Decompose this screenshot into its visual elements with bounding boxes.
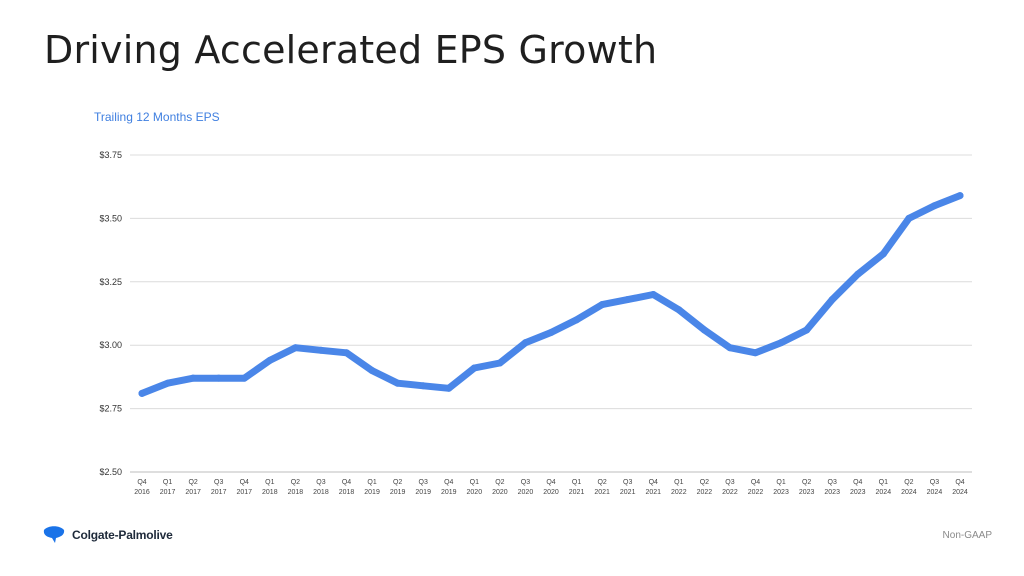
x-tick-label: Q1 2022 — [671, 479, 687, 496]
x-tick-label: Q2 2017 — [185, 479, 201, 496]
x-tick-label: Q4 2023 — [850, 479, 866, 496]
x-axis-tick-labels: Q4 2016 Q1 2017 Q2 2017 Q3 2017 Q4 2017 Q1 2018 Q2 20… — [134, 479, 968, 496]
x-tick-label: Q3 2019 — [415, 479, 431, 496]
x-tick-label: Q3 2018 — [313, 479, 329, 496]
y-tick-label: $3.50 — [99, 213, 122, 223]
data-point — [573, 316, 581, 324]
eps-series — [138, 192, 964, 397]
data-point — [138, 389, 146, 397]
data-point — [164, 379, 172, 387]
data-point — [445, 384, 453, 392]
y-axis-tick-labels: $2.50 $2.75 $3.00 $3.25 $3.50 $3.75 — [99, 150, 122, 477]
y-tick-label: $2.75 — [99, 404, 122, 414]
x-tick-label: Q4 2017 — [236, 479, 252, 496]
chart-title: Trailing 12 Months EPS — [94, 110, 220, 124]
y-tick-label: $3.75 — [99, 150, 122, 160]
data-point — [521, 339, 529, 347]
colgate-palmolive-logo-icon — [43, 526, 65, 543]
non-gaap-footnote: Non-GAAP — [942, 530, 992, 541]
x-tick-label: Q1 2020 — [467, 479, 483, 496]
y-tick-label: $2.50 — [99, 467, 122, 477]
x-tick-label: Q2 2020 — [492, 479, 508, 496]
data-point — [394, 379, 402, 387]
data-point — [956, 192, 964, 200]
x-tick-label: Q3 2020 — [518, 479, 534, 496]
x-tick-label: Q4 2020 — [543, 479, 559, 496]
data-point — [266, 356, 274, 364]
x-tick-label: Q3 2017 — [211, 479, 227, 496]
logo-brand-name: Colgate-Palmolive — [72, 528, 173, 542]
data-point — [317, 346, 325, 354]
data-point — [726, 344, 734, 352]
company-logo: Colgate-Palmolive — [42, 526, 173, 544]
x-tick-label: Q2 2024 — [901, 479, 917, 496]
x-tick-label: Q1 2024 — [876, 479, 892, 496]
data-point — [291, 344, 299, 352]
data-point — [343, 349, 350, 357]
data-point — [624, 296, 632, 304]
data-point — [700, 326, 708, 334]
data-point — [419, 382, 427, 390]
x-tick-label: Q3 2021 — [620, 479, 636, 496]
x-tick-label: Q3 2022 — [722, 479, 738, 496]
x-tick-label: Q1 2021 — [569, 479, 585, 496]
x-tick-label: Q2 2023 — [799, 479, 815, 496]
data-point — [215, 374, 223, 382]
x-tick-label: Q2 2022 — [697, 479, 713, 496]
data-point — [854, 270, 862, 278]
data-point — [930, 202, 938, 210]
x-tick-label: Q4 2022 — [748, 479, 764, 496]
eps-series-line — [138, 192, 964, 397]
data-point — [803, 326, 811, 334]
x-tick-label: Q2 2018 — [288, 479, 304, 496]
data-point — [905, 214, 913, 222]
x-tick-label: Q4 2021 — [645, 479, 661, 496]
data-point — [240, 374, 248, 382]
x-tick-label: Q1 2017 — [160, 479, 176, 496]
data-point — [470, 364, 478, 372]
data-point — [598, 301, 606, 309]
x-tick-label: Q4 2024 — [952, 479, 968, 496]
data-point — [547, 329, 555, 337]
x-tick-label: Q2 2021 — [594, 479, 610, 496]
data-point — [189, 374, 197, 382]
x-tick-label: Q1 2019 — [364, 479, 380, 496]
data-point — [777, 339, 785, 347]
x-tick-label: Q3 2024 — [927, 479, 943, 496]
y-tick-label: $3.00 — [99, 340, 122, 350]
slide-title: Driving Accelerated EPS Growth — [44, 28, 658, 72]
x-tick-label: Q3 2023 — [824, 479, 840, 496]
y-tick-label: $3.25 — [99, 277, 122, 287]
x-tick-label: Q4 2016 — [134, 479, 150, 496]
x-tick-label: Q4 2018 — [339, 479, 355, 496]
data-point — [496, 359, 504, 367]
x-tick-label: Q1 2018 — [262, 479, 278, 496]
data-point — [368, 367, 376, 375]
data-point — [752, 349, 759, 357]
data-point — [828, 296, 836, 304]
x-tick-label: Q2 2019 — [390, 479, 406, 496]
chart-gridlines — [130, 154, 972, 473]
data-point — [675, 306, 683, 314]
x-tick-label: Q1 2023 — [773, 479, 789, 496]
data-point — [879, 250, 887, 258]
data-point — [649, 290, 657, 298]
x-tick-label: Q4 2019 — [441, 479, 457, 496]
